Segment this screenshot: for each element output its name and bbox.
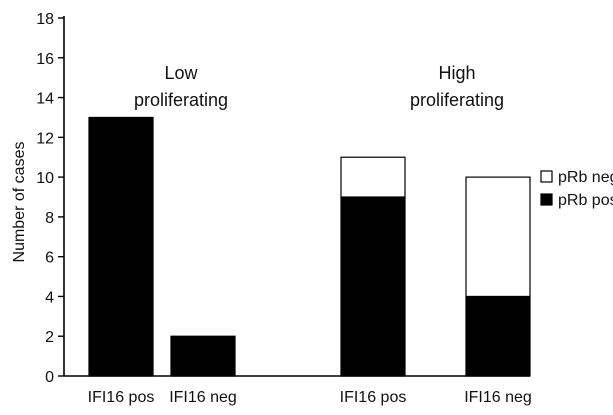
group-label: High [438, 63, 475, 83]
y-tick-label: 10 [36, 170, 54, 187]
x-category-label: IFI16 neg [464, 389, 532, 406]
x-category-label: IFI16 pos [88, 389, 155, 406]
y-tick-label: 6 [45, 250, 54, 267]
y-tick-label: 0 [45, 369, 54, 386]
x-category-label: IFI16 pos [340, 389, 407, 406]
group-label: proliferating [410, 90, 504, 110]
bar-prb-neg [340, 156, 406, 198]
y-tick-label: 2 [45, 329, 54, 346]
y-tick-label: 18 [36, 11, 54, 28]
y-tick-label: 12 [36, 130, 54, 147]
legend-swatch [540, 193, 553, 206]
y-tick-label: 4 [45, 289, 54, 306]
y-tick-label: 14 [36, 91, 54, 108]
legend-label: pRb pos [558, 192, 613, 209]
legend: pRb neg pRb pos [540, 169, 613, 209]
bar-prb-pos [465, 295, 531, 377]
y-tick-label: 16 [36, 51, 54, 68]
bar-prb-neg [465, 176, 531, 298]
y-tick-label: 8 [45, 210, 54, 227]
group-label: proliferating [134, 90, 228, 110]
group-label: Low [164, 63, 198, 83]
bars [88, 116, 531, 377]
bar-prb-pos [340, 196, 406, 377]
legend-swatch [540, 170, 553, 183]
bar-prb-pos [88, 116, 154, 377]
bar-prb-pos [170, 335, 236, 377]
legend-label: pRb neg [558, 169, 613, 186]
x-category-label: IFI16 neg [169, 389, 237, 406]
labels: IFI16 pos IFI16 neg IFI16 pos IFI16 neg Low p… [88, 63, 532, 406]
y-axis-title: Number of cases [11, 142, 28, 263]
